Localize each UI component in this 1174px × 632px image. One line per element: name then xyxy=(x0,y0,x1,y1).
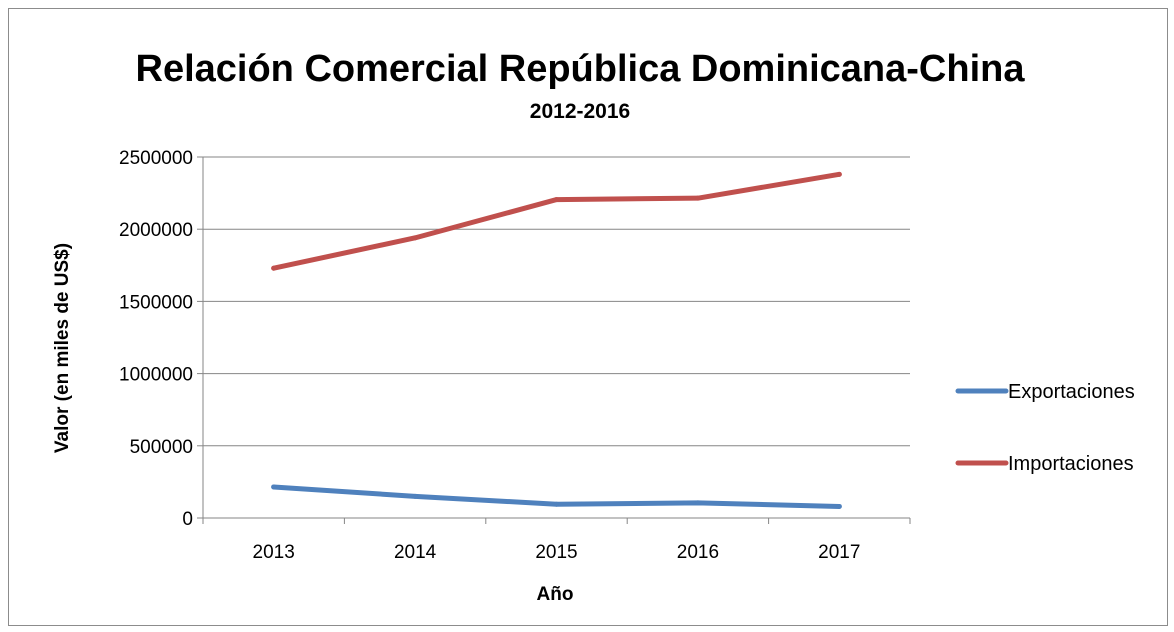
data-point-importaciones-2016 xyxy=(695,195,701,201)
y-axis-label: Valor (en miles de US$) xyxy=(52,243,73,453)
chart-frame xyxy=(8,8,1168,626)
y-tick-label-5: 2500000 xyxy=(119,148,193,169)
y-tick-label-0: 0 xyxy=(182,509,193,530)
legend-label-exportaciones: Exportaciones xyxy=(1008,381,1135,403)
chart-subtitle: 2012-2016 xyxy=(529,100,631,123)
data-point-exportaciones-2014 xyxy=(412,493,418,499)
legend: Exportaciones Importaciones xyxy=(955,381,1135,475)
y-tick-label-4: 2000000 xyxy=(119,220,193,241)
series-line-importaciones xyxy=(271,171,842,271)
data-point-exportaciones-2016 xyxy=(695,500,701,506)
data-point-importaciones-2013 xyxy=(271,265,277,271)
x-tick-label-1: 2014 xyxy=(394,542,437,563)
data-point-exportaciones-2017 xyxy=(836,503,842,509)
y-tick-label-2: 1000000 xyxy=(119,365,193,386)
legend-label-importaciones: Importaciones xyxy=(1008,453,1134,475)
y-axis: 0 500000 1000000 1500000 2000000 2500000 xyxy=(119,148,204,530)
x-tick-label-2: 2015 xyxy=(535,542,577,563)
gridlines xyxy=(203,156,910,447)
x-tick-label-4: 2017 xyxy=(818,542,860,563)
data-point-exportaciones-2013 xyxy=(271,484,277,490)
x-tick-label-3: 2016 xyxy=(677,542,719,563)
x-tick-label-0: 2013 xyxy=(253,542,295,563)
data-point-importaciones-2015 xyxy=(554,197,559,203)
series-lines xyxy=(271,171,842,509)
y-tick-label-1: 500000 xyxy=(130,437,193,458)
data-point-exportaciones-2015 xyxy=(554,501,559,507)
chart-title: Relación Comercial República Dominicana-… xyxy=(135,48,1025,90)
data-point-importaciones-2014 xyxy=(412,235,418,241)
data-point-importaciones-2017 xyxy=(836,171,842,177)
y-tick-label-3: 1500000 xyxy=(119,292,193,313)
x-axis: 2013 2014 2015 2016 2017 xyxy=(202,517,911,563)
x-axis-label: Año xyxy=(537,584,574,605)
